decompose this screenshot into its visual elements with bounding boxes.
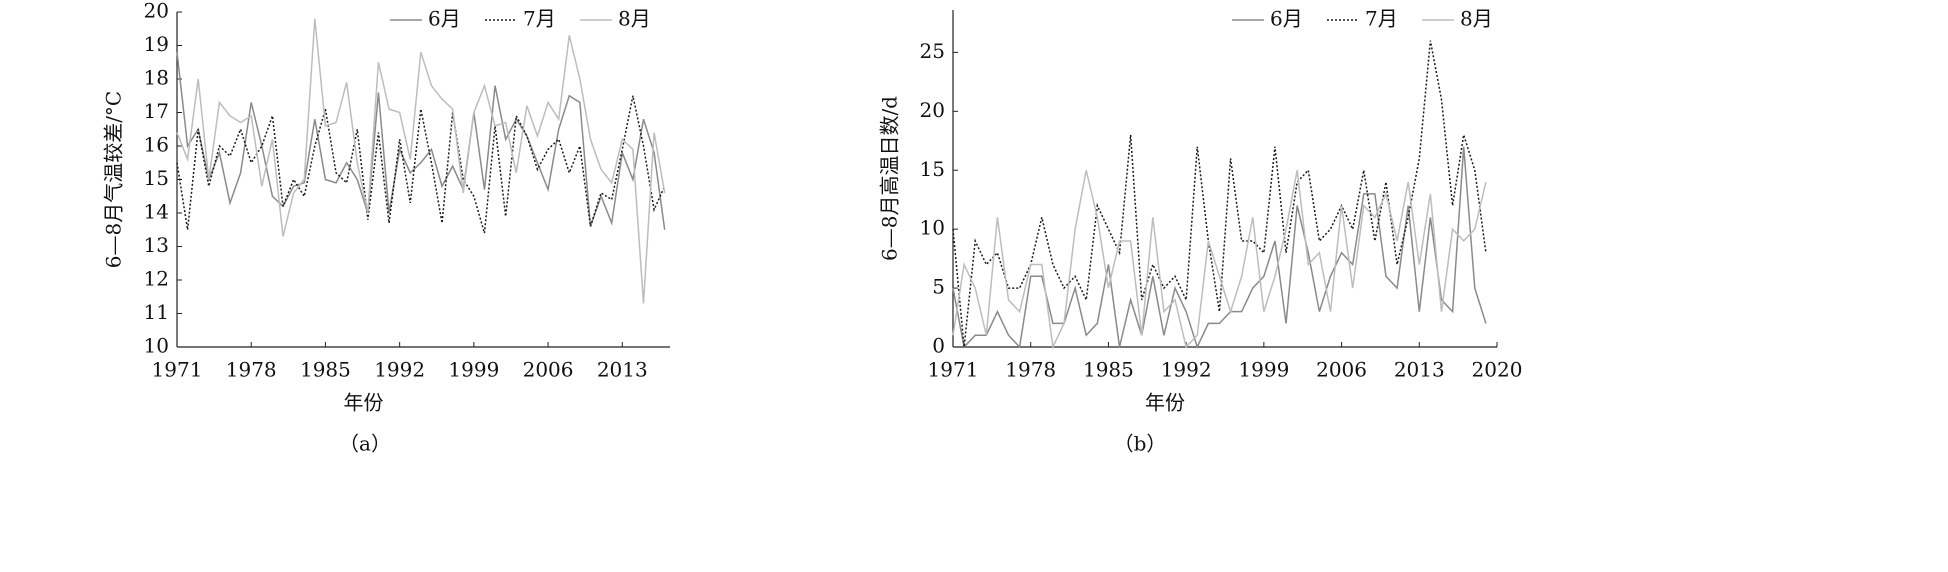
y-tick-label: 15 bbox=[144, 166, 169, 190]
x-tick-label: 1999 bbox=[448, 358, 499, 382]
y-tick-label: 25 bbox=[920, 39, 945, 63]
x-tick-label: 2020 bbox=[1472, 358, 1523, 382]
y-tick-label: 5 bbox=[932, 275, 945, 299]
y-tick-label: 10 bbox=[920, 216, 945, 240]
x-tick-label: 2006 bbox=[1316, 358, 1367, 382]
panel-caption: （b） bbox=[1114, 432, 1167, 456]
x-tick-label: 2013 bbox=[1394, 358, 1445, 382]
y-tick-label: 11 bbox=[144, 300, 169, 324]
y-tick-label: 14 bbox=[144, 200, 169, 224]
legend-label: 7月 bbox=[1365, 7, 1398, 31]
y-tick-label: 17 bbox=[144, 99, 169, 123]
y-tick-label: 20 bbox=[144, 0, 169, 23]
y-tick-label: 13 bbox=[144, 233, 169, 257]
legend-label: 6月 bbox=[1270, 7, 1303, 31]
y-tick-label: 0 bbox=[932, 334, 945, 358]
panel-caption: （a） bbox=[339, 432, 391, 456]
y-tick-label: 16 bbox=[144, 133, 169, 157]
x-tick-label: 1971 bbox=[928, 358, 979, 382]
x-tick-label: 1992 bbox=[374, 358, 425, 382]
y-tick-label: 19 bbox=[144, 32, 169, 56]
x-tick-label: 1999 bbox=[1238, 358, 1289, 382]
y-tick-label: 15 bbox=[920, 157, 945, 181]
x-tick-label: 1992 bbox=[1161, 358, 1212, 382]
series-line bbox=[952, 170, 1487, 350]
x-tick-label: 2006 bbox=[523, 358, 574, 382]
y-tick-label: 20 bbox=[920, 98, 945, 122]
y-tick-label: 10 bbox=[144, 334, 169, 358]
y-tick-label: 12 bbox=[144, 267, 169, 291]
x-axis-title: 年份 bbox=[344, 391, 384, 415]
x-tick-label: 1985 bbox=[300, 358, 351, 382]
legend-label: 8月 bbox=[1460, 7, 1493, 31]
x-axis-title: 年份 bbox=[1145, 391, 1185, 415]
legend-label: 8月 bbox=[618, 7, 651, 31]
x-tick-label: 1985 bbox=[1083, 358, 1134, 382]
y-axis-title: 6—8月高温日数/d bbox=[878, 96, 902, 261]
series-line bbox=[952, 40, 1487, 348]
x-tick-label: 1978 bbox=[226, 358, 277, 382]
series-line bbox=[176, 18, 666, 304]
y-tick-label: 18 bbox=[144, 66, 169, 90]
x-tick-label: 1978 bbox=[1005, 358, 1056, 382]
series-line bbox=[176, 95, 666, 234]
y-axis-title: 6—8月气温较差/°C bbox=[102, 91, 126, 269]
series-line bbox=[176, 52, 666, 230]
x-tick-label: 1971 bbox=[152, 358, 203, 382]
legend-label: 7月 bbox=[523, 7, 556, 31]
legend-label: 6月 bbox=[428, 7, 461, 31]
x-tick-label: 2013 bbox=[597, 358, 648, 382]
series-line bbox=[952, 146, 1487, 350]
